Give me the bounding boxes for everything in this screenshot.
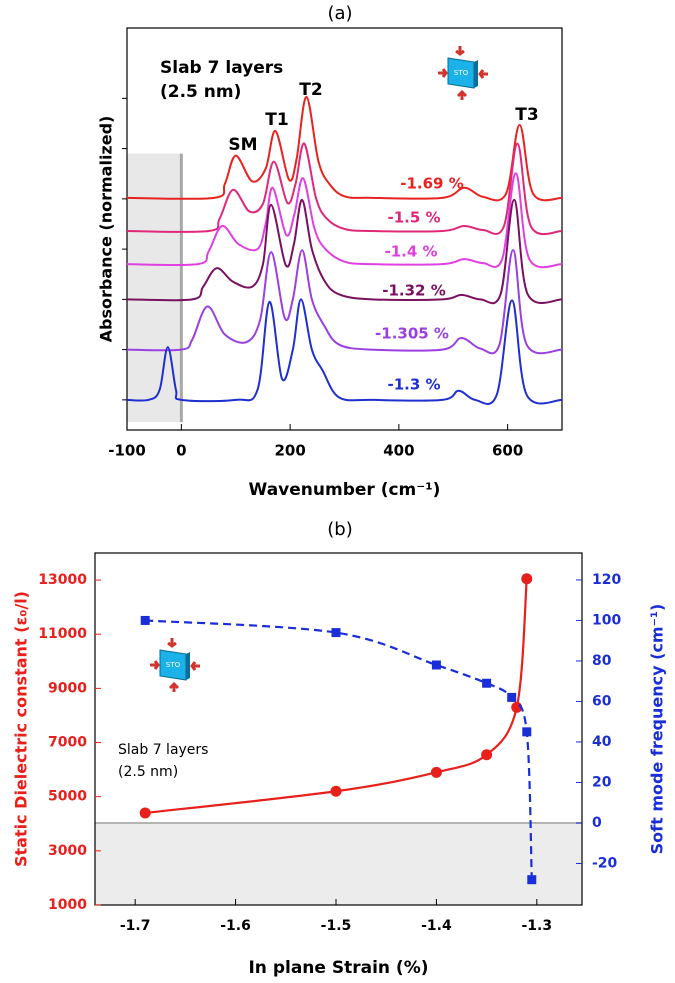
trend-line bbox=[145, 578, 528, 815]
series-label: -1.69 % bbox=[400, 175, 464, 193]
shade bbox=[127, 153, 182, 422]
arrows bbox=[438, 46, 488, 100]
point bbox=[527, 875, 537, 885]
x-tick-label: -1.4 bbox=[421, 918, 452, 934]
trend-line bbox=[145, 619, 533, 880]
plot-frame bbox=[126, 27, 563, 431]
x-tick-label: -1.6 bbox=[220, 918, 251, 934]
y-tick-label: 5000 bbox=[48, 789, 87, 805]
y2-axis-label: Soft mode frequency (cm⁻¹) bbox=[648, 604, 667, 855]
point bbox=[330, 785, 342, 797]
y-axis-label: Absorbance (normalized) bbox=[97, 116, 116, 343]
chart-title: (b) bbox=[327, 519, 352, 540]
series-label: -1.3 % bbox=[387, 376, 440, 394]
y2-tick-label: 80 bbox=[592, 653, 612, 669]
y2-tick-label: 20 bbox=[592, 774, 612, 790]
y-axis-label: Static Dielectric constant (ε₀/l) bbox=[12, 591, 31, 867]
y2-tick-label: 100 bbox=[592, 612, 621, 628]
series-label: -1.305 % bbox=[375, 325, 449, 343]
series-label: -1.4 % bbox=[384, 243, 437, 261]
spectrum-line bbox=[126, 298, 563, 405]
y-tick-label: 11000 bbox=[38, 626, 87, 642]
y2-tick-label: 0 bbox=[592, 815, 602, 831]
y2-tick-label: 120 bbox=[592, 572, 621, 588]
arrows bbox=[150, 638, 200, 692]
x-tick-label: -1.7 bbox=[120, 918, 151, 934]
annotation: (2.5 nm) bbox=[118, 764, 178, 780]
y2-tick-label: 40 bbox=[592, 734, 612, 750]
x-tick-label: 600 bbox=[492, 442, 523, 460]
point bbox=[331, 628, 341, 638]
annotation: T3 bbox=[515, 105, 538, 125]
x-axis-label: In plane Strain (%) bbox=[248, 958, 428, 978]
x-tick-label: -100 bbox=[108, 442, 146, 460]
x-tick-label: 200 bbox=[274, 442, 305, 460]
chart-title: (a) bbox=[327, 3, 352, 24]
inset-label: STO bbox=[166, 661, 181, 669]
y-tick-label: 13000 bbox=[38, 572, 87, 588]
annotation: T1 bbox=[265, 110, 288, 130]
y-tick-label: 9000 bbox=[48, 680, 87, 696]
inset-label: STO bbox=[454, 69, 469, 77]
slab-side bbox=[186, 652, 190, 680]
shade bbox=[95, 822, 582, 905]
x-axis-label: Wavenumber (cm⁻¹) bbox=[249, 480, 441, 500]
x-tick-label: 0 bbox=[176, 442, 186, 460]
inset-icon: STO bbox=[150, 638, 200, 692]
y-tick-label: 7000 bbox=[48, 735, 87, 751]
spectrum-line bbox=[126, 142, 563, 236]
annotation: Slab 7 layers bbox=[118, 742, 208, 758]
spectrum-line bbox=[126, 198, 563, 305]
point bbox=[521, 573, 533, 585]
y-tick-label: 3000 bbox=[48, 843, 87, 859]
spectrum-line bbox=[126, 249, 563, 355]
x-tick-label: -1.3 bbox=[522, 918, 553, 934]
point bbox=[430, 766, 442, 778]
point bbox=[522, 727, 532, 737]
plot-frame bbox=[94, 552, 583, 906]
inset-icon: STO bbox=[438, 46, 488, 100]
x-tick-label: 400 bbox=[383, 442, 414, 460]
y-tick-label: 1000 bbox=[48, 897, 87, 913]
annotation: T2 bbox=[299, 80, 322, 100]
series-label: -1.32 % bbox=[382, 282, 446, 300]
point bbox=[481, 749, 493, 761]
point bbox=[507, 692, 517, 702]
spectrum-line bbox=[126, 172, 563, 269]
y2-tick-label: -20 bbox=[592, 855, 618, 871]
annotation: Slab 7 layers bbox=[160, 58, 283, 78]
point bbox=[140, 615, 150, 625]
annotation: (2.5 nm) bbox=[160, 82, 241, 102]
slab-side bbox=[474, 60, 478, 88]
series-label: -1.5 % bbox=[387, 209, 440, 227]
x-tick-label: -1.5 bbox=[321, 918, 352, 934]
point bbox=[431, 660, 441, 670]
annotation: SM bbox=[228, 135, 257, 155]
spectrum-line bbox=[126, 95, 563, 202]
y2-tick-label: 60 bbox=[592, 693, 612, 709]
point bbox=[139, 807, 151, 819]
point bbox=[482, 678, 492, 688]
